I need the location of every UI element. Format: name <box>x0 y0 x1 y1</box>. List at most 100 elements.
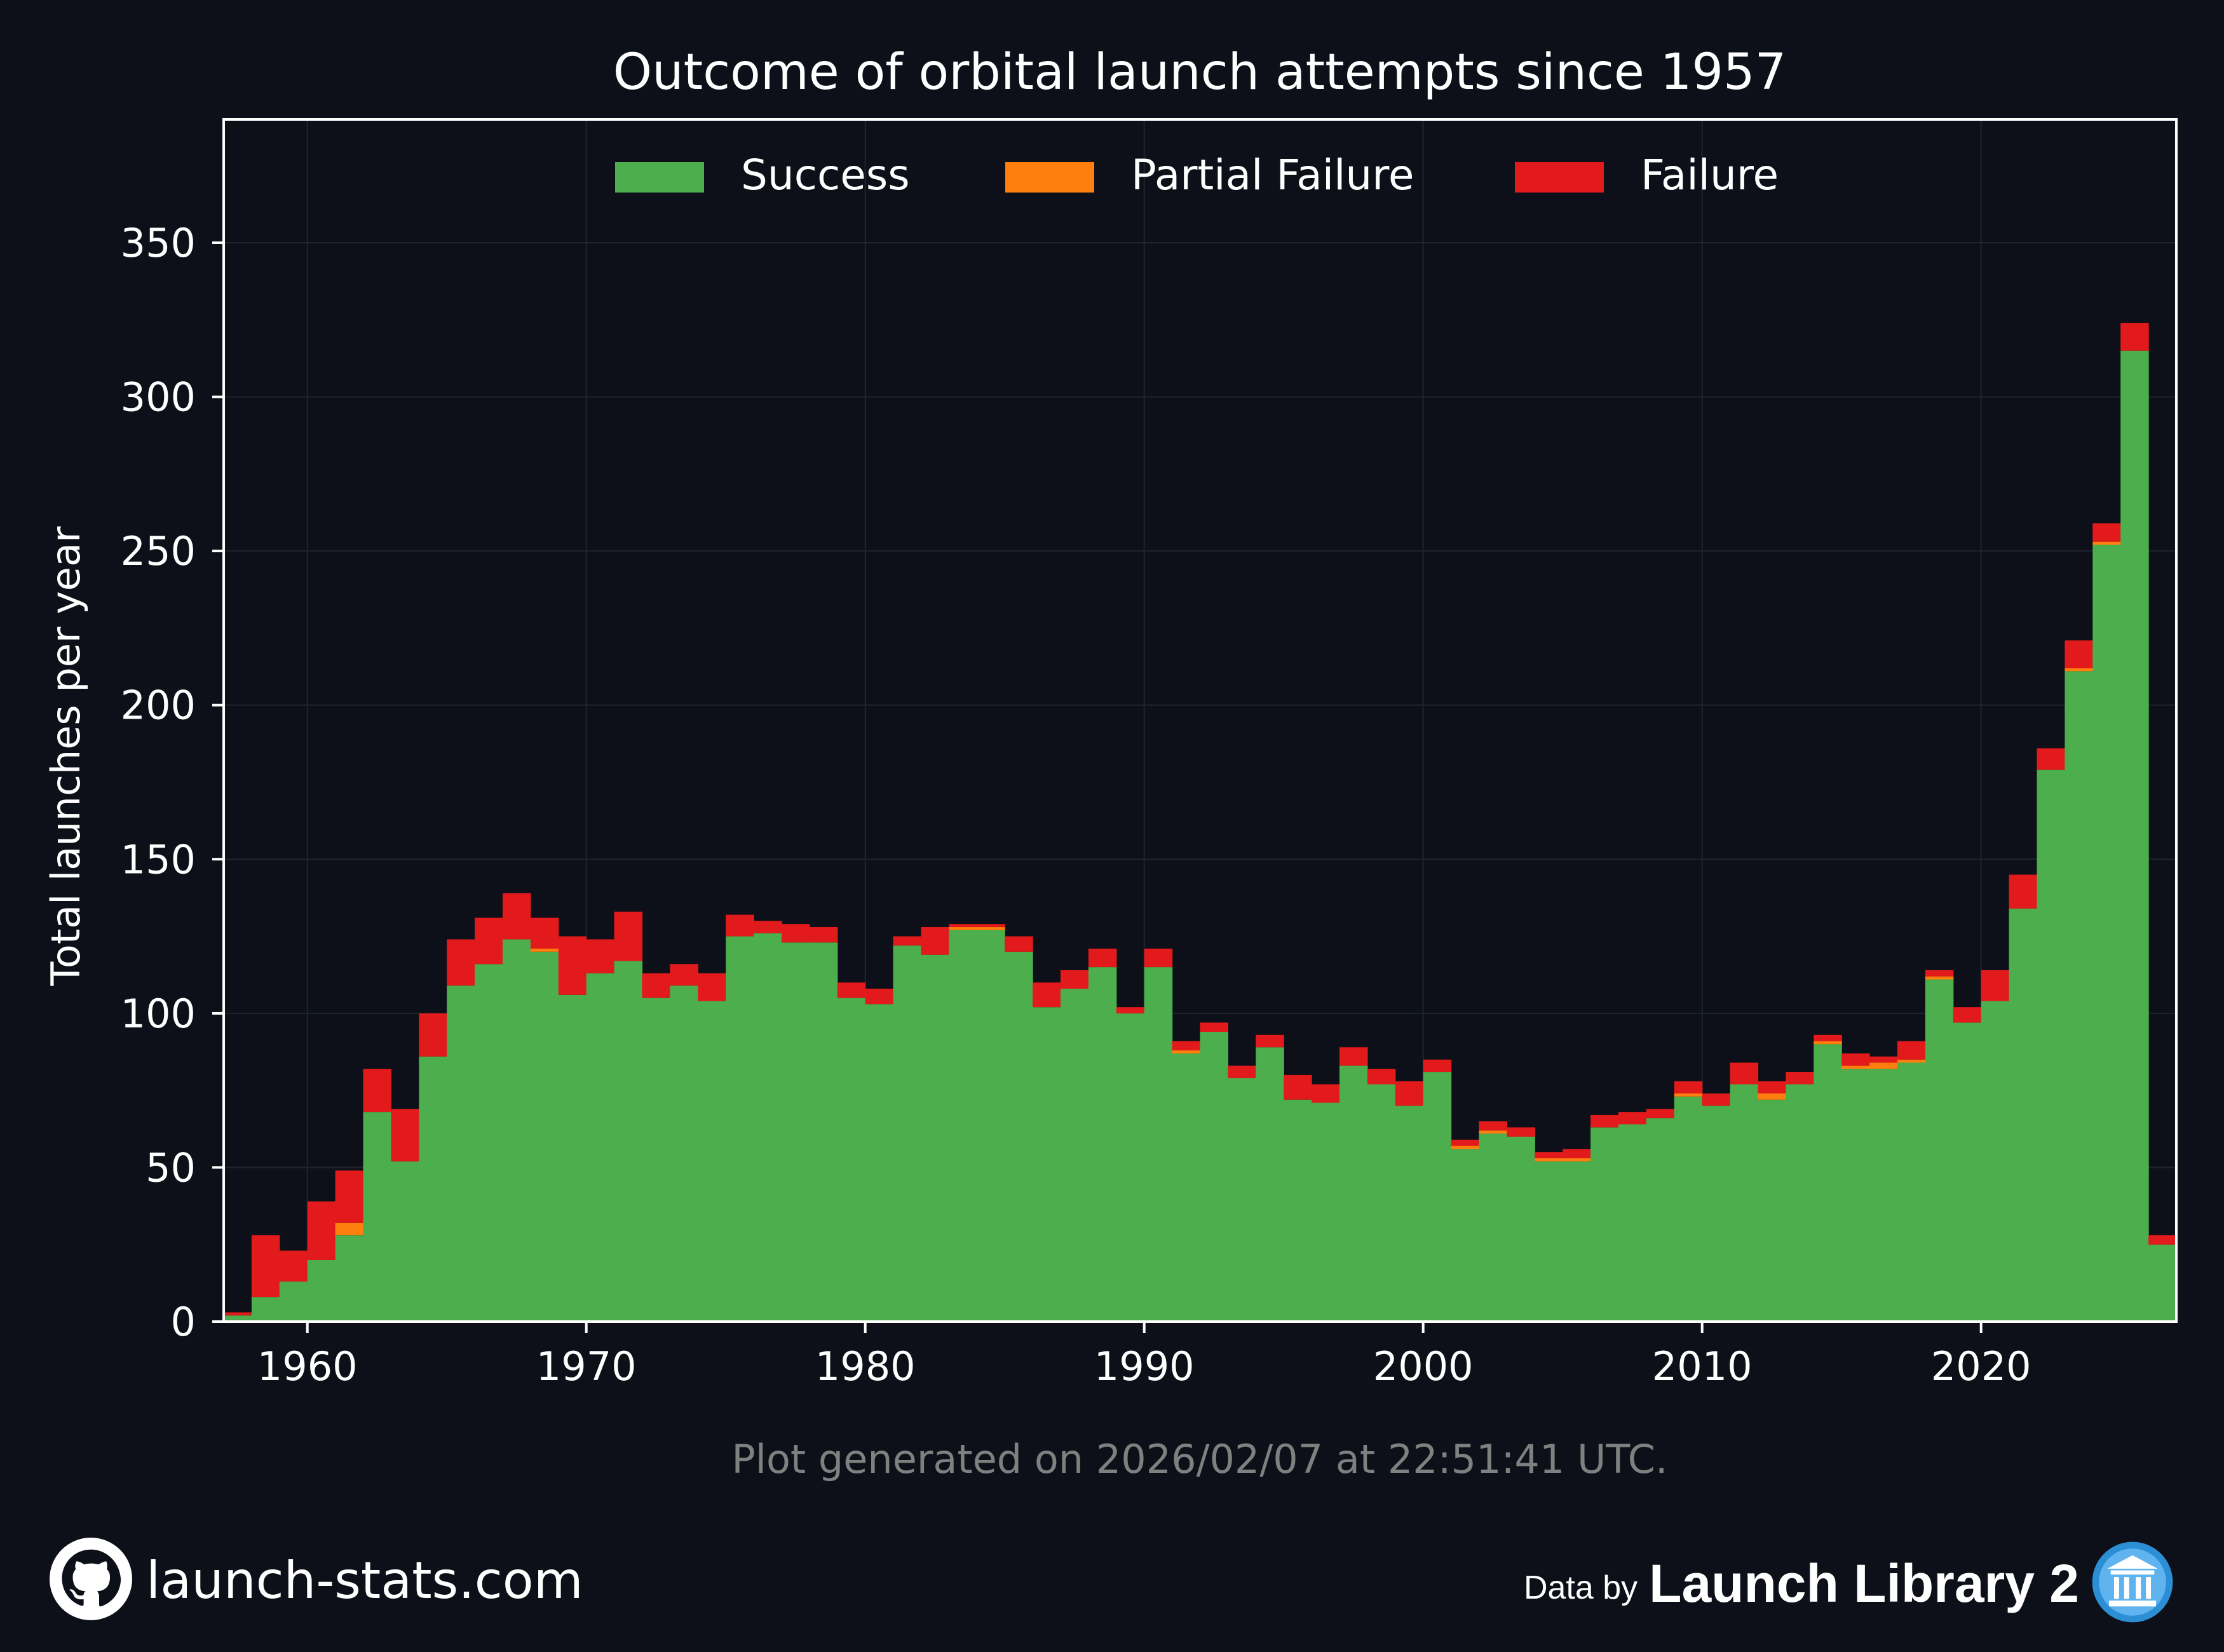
bars-layer <box>224 323 2177 1322</box>
data-source-brand[interactable]: Launch Library 2 <box>1649 1553 2079 1613</box>
legend-label-success: Success <box>741 151 910 200</box>
bar-success-1981 <box>893 945 922 1322</box>
bar-partial-failure-2002 <box>1479 1130 1507 1134</box>
bar-success-2024 <box>2092 545 2121 1322</box>
bar-failure-1992 <box>1200 1022 1228 1032</box>
bar-failure-1982 <box>921 927 949 955</box>
bar-failure-1971 <box>614 911 643 961</box>
bar-failure-1987 <box>1061 970 1089 989</box>
x-tick-label: 1980 <box>815 1343 916 1390</box>
bar-success-1989 <box>1116 1013 1145 1322</box>
legend-label-partial-failure: Partial Failure <box>1131 151 1414 200</box>
bar-failure-1967 <box>503 893 531 940</box>
bar-failure-1975 <box>726 914 754 937</box>
bar-success-2011 <box>1730 1084 1759 1322</box>
bar-success-1970 <box>586 973 615 1322</box>
bar-failure-1976 <box>754 921 782 933</box>
bar-partial-failure-2024 <box>2092 541 2121 545</box>
bar-partial-failure-2005 <box>1563 1158 1591 1161</box>
bar-success-1980 <box>865 1004 894 1322</box>
bar-partial-failure-2012 <box>1758 1093 1786 1100</box>
bar-failure-2025 <box>2120 323 2149 351</box>
bar-success-2005 <box>1563 1161 1591 1322</box>
bar-failure-1980 <box>865 989 894 1005</box>
site-branding: launch-stats.com <box>50 1538 583 1623</box>
bar-partial-failure-2009 <box>1674 1093 1703 1097</box>
bar-success-1996 <box>1312 1102 1340 1322</box>
bar-failure-1959 <box>279 1250 308 1282</box>
y-tick-label: 200 <box>121 682 196 729</box>
bar-success-2016 <box>1869 1069 1898 1322</box>
bar-failure-1965 <box>447 939 475 986</box>
bar-partial-failure-2017 <box>1897 1059 1926 1063</box>
bar-success-1993 <box>1228 1078 1256 1322</box>
bar-partial-failure-1991 <box>1172 1050 1201 1053</box>
x-tick-label: 2010 <box>1652 1343 1753 1390</box>
bar-partial-failure-2023 <box>2065 668 2093 672</box>
bar-failure-1970 <box>586 939 615 973</box>
bar-failure-2013 <box>1786 1072 1814 1085</box>
bar-success-1968 <box>530 951 559 1322</box>
bar-success-2026 <box>2148 1244 2177 1322</box>
bar-failure-1996 <box>1312 1084 1340 1103</box>
bar-failure-1990 <box>1144 948 1173 968</box>
bar-failure-2026 <box>2148 1235 2177 1245</box>
bar-failure-1963 <box>391 1109 419 1161</box>
bar-failure-1998 <box>1367 1069 1396 1085</box>
bar-success-1985 <box>1005 951 1033 1322</box>
generated-note: Plot generated on 2026/02/07 at 22:51:41… <box>731 1436 1667 1482</box>
bar-success-1967 <box>503 939 531 1322</box>
bar-success-1974 <box>698 1001 726 1322</box>
bar-failure-1977 <box>782 924 810 943</box>
bar-failure-1993 <box>1228 1066 1256 1078</box>
bar-failure-2018 <box>1925 970 1954 977</box>
bar-success-2007 <box>1618 1124 1647 1322</box>
bar-partial-failure-1961 <box>335 1222 364 1236</box>
bar-partial-failure-2015 <box>1841 1066 1870 1069</box>
bar-failure-2024 <box>2092 523 2121 542</box>
x-tick-label: 1990 <box>1094 1343 1195 1390</box>
bar-failure-1997 <box>1339 1047 1368 1066</box>
bar-success-2017 <box>1897 1062 1926 1322</box>
bar-partial-failure-1984 <box>977 927 1005 930</box>
bar-failure-1969 <box>558 936 587 995</box>
bar-failure-2016 <box>1869 1056 1898 1063</box>
bar-success-1958 <box>251 1297 280 1322</box>
bar-success-1975 <box>726 936 754 1322</box>
bar-success-1962 <box>363 1112 391 1322</box>
bar-failure-2000 <box>1423 1059 1452 1073</box>
bar-success-1979 <box>837 998 866 1322</box>
bar-partial-failure-2018 <box>1925 976 1954 980</box>
bar-failure-1964 <box>419 1013 447 1057</box>
bar-failure-2017 <box>1897 1041 1926 1060</box>
bar-partial-failure-1983 <box>949 927 977 930</box>
bar-failure-1995 <box>1284 1074 1312 1100</box>
gridlines <box>224 119 2176 1322</box>
github-icon[interactable] <box>50 1538 132 1623</box>
bar-failure-2020 <box>1981 970 2010 1001</box>
bar-failure-1966 <box>475 917 503 965</box>
x-tick-label: 1970 <box>536 1343 637 1390</box>
bar-success-1992 <box>1200 1031 1228 1322</box>
bar-success-1987 <box>1061 989 1089 1322</box>
bar-failure-2011 <box>1730 1062 1759 1085</box>
bar-success-2020 <box>1981 1001 2010 1322</box>
bar-failure-2012 <box>1758 1081 1786 1094</box>
bar-success-1972 <box>642 998 670 1322</box>
x-tick-label: 2020 <box>1931 1343 2031 1390</box>
y-tick-label: 100 <box>121 991 196 1037</box>
bar-success-1991 <box>1172 1053 1201 1322</box>
y-tick-label: 50 <box>146 1144 196 1191</box>
bar-failure-1981 <box>893 936 922 946</box>
bar-success-2018 <box>1925 979 1954 1322</box>
legend-label-failure: Failure <box>1641 151 1779 200</box>
bar-failure-2023 <box>2065 640 2093 668</box>
bar-success-1995 <box>1284 1099 1312 1322</box>
bar-failure-1957 <box>224 1312 252 1316</box>
x-tick-label: 2000 <box>1373 1343 1474 1390</box>
library-building-icon <box>2091 1540 2174 1627</box>
bar-success-2023 <box>2065 671 2093 1322</box>
bar-failure-1991 <box>1172 1041 1201 1051</box>
site-link[interactable]: launch-stats.com <box>146 1550 583 1610</box>
bar-success-1976 <box>754 933 782 1322</box>
